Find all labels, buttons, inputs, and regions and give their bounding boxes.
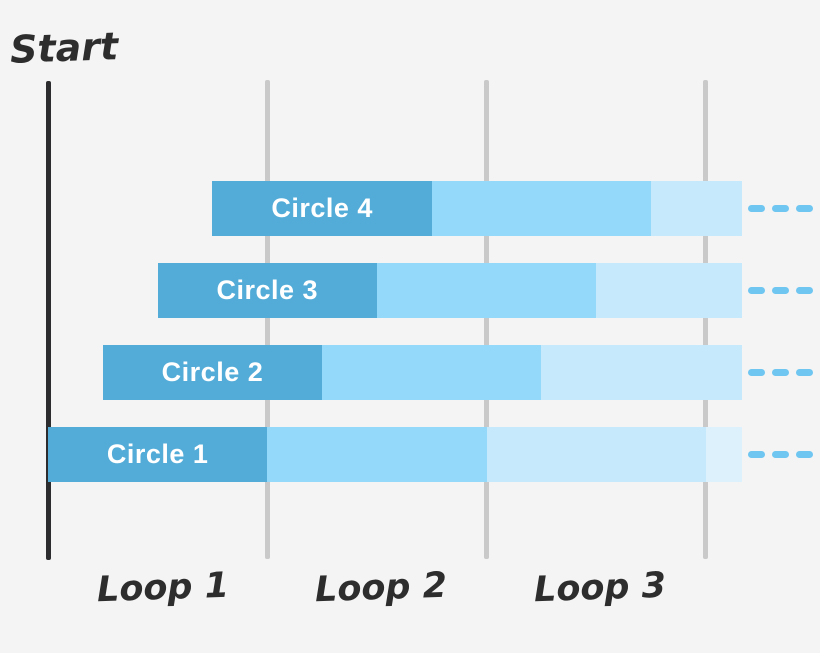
- bar-segment-loop-3: [486, 427, 706, 482]
- start-line: [45, 81, 51, 560]
- continuation-dashes: [748, 287, 813, 294]
- gantt-bar-circle-1: Circle 1: [48, 427, 742, 482]
- gantt-bar-circle-3: Circle 3: [157, 263, 742, 318]
- axis-tick-label-loop-1: Loop 1: [96, 565, 230, 611]
- dash: [748, 205, 765, 212]
- bar-segment-loop-1: [212, 181, 432, 236]
- gridline-loop-3: [703, 80, 709, 559]
- dash: [772, 287, 789, 294]
- dash: [796, 451, 813, 458]
- dash: [772, 451, 789, 458]
- bar-segment-loop-2: [431, 181, 652, 236]
- bar-label: Circle 2: [161, 357, 264, 387]
- gantt-bar-circle-2: Circle 2: [102, 345, 742, 400]
- bar-label: Circle 3: [216, 275, 319, 305]
- bar-segment-loop-2: [322, 345, 542, 400]
- dash: [796, 287, 813, 294]
- dash: [772, 205, 789, 212]
- start-label: Start: [9, 24, 119, 72]
- bar-segment-loop-3: [651, 181, 742, 236]
- dash: [748, 369, 765, 376]
- bar-segment-loop-4: [705, 427, 742, 482]
- bar-segment-loop-1: [48, 427, 268, 482]
- dash: [796, 205, 813, 212]
- continuation-dashes: [748, 451, 813, 458]
- bar-segment-loop-1: [157, 263, 377, 318]
- dash: [748, 451, 765, 458]
- continuation-dashes: [748, 205, 813, 212]
- bar-segment-loop-2: [267, 427, 487, 482]
- bar-label: Circle 1: [106, 439, 209, 469]
- bar-segment-loop-1: [102, 345, 323, 400]
- bar-segment-loop-2: [376, 263, 597, 318]
- dash: [772, 369, 789, 376]
- gantt-bar-circle-4: Circle 4: [212, 181, 742, 236]
- bar-segment-loop-3: [596, 263, 742, 318]
- axis-tick-label-loop-3: Loop 3: [533, 565, 667, 611]
- dash: [796, 369, 813, 376]
- continuation-dashes: [748, 369, 813, 376]
- gridline-loop-1: [264, 80, 270, 559]
- gridline-loop-2: [484, 80, 490, 559]
- bar-segment-loop-3: [541, 345, 742, 400]
- axis-tick-label-loop-2: Loop 2: [314, 565, 448, 611]
- bar-label: Circle 4: [271, 193, 373, 223]
- dash: [748, 287, 765, 294]
